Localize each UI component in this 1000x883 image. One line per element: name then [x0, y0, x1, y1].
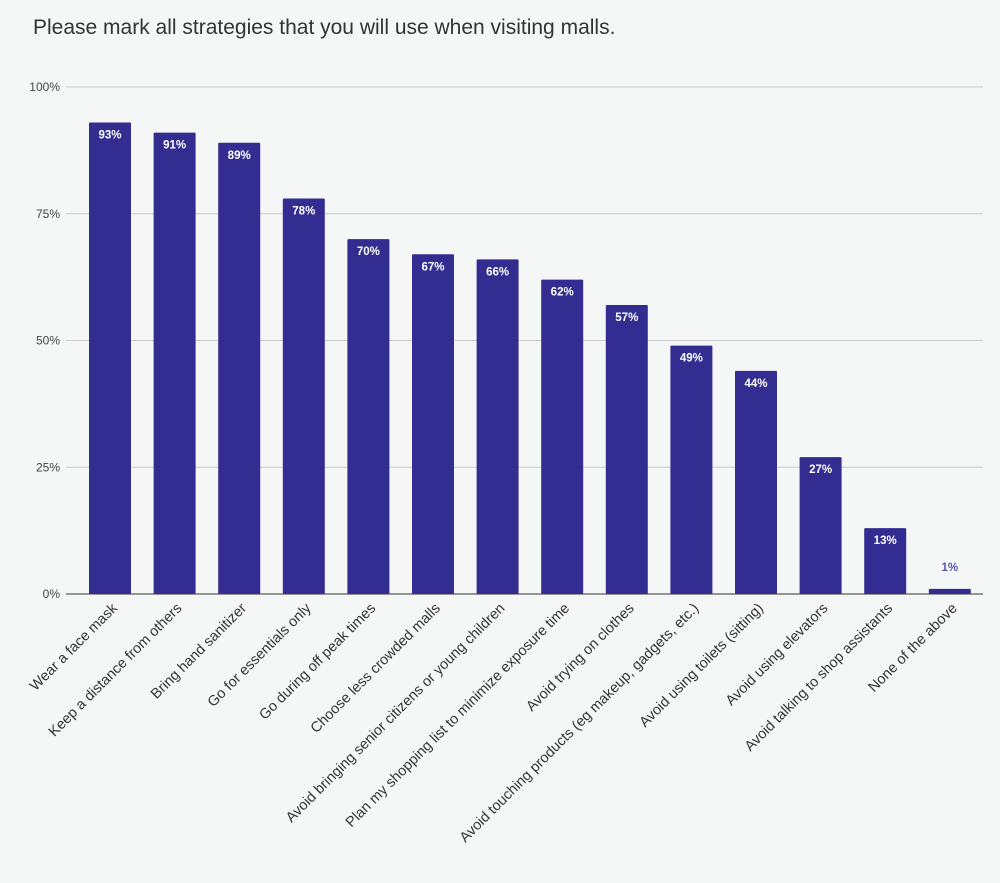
- bar[interactable]: [928, 588, 971, 594]
- bar[interactable]: [670, 345, 713, 594]
- bar[interactable]: [864, 528, 907, 594]
- data-labels: 93% 91% 89% 78% 70% 67% 66% 62% 57% 49% 44% 27% 13% 1…: [98, 129, 958, 573]
- data-label: 44%: [744, 378, 767, 390]
- category-label: Choose less crowded malls: [308, 601, 444, 737]
- y-tick-label: 0%: [43, 587, 61, 601]
- gridlines: [66, 86, 983, 595]
- bar[interactable]: [541, 279, 584, 594]
- bar[interactable]: [476, 259, 519, 594]
- data-label: 93%: [98, 129, 121, 141]
- category-label: Go during off peak times: [256, 601, 379, 724]
- data-label: 70%: [357, 246, 380, 258]
- bar[interactable]: [799, 457, 842, 594]
- bar[interactable]: [153, 132, 196, 594]
- data-label: 27%: [809, 464, 832, 476]
- data-label: 62%: [551, 287, 574, 299]
- y-tick-label: 50%: [36, 334, 60, 348]
- y-tick-label: 25%: [36, 460, 60, 474]
- data-label: 1%: [941, 562, 958, 574]
- y-tick-label: 75%: [36, 207, 60, 221]
- data-label: 78%: [292, 206, 315, 218]
- y-axis-ticks: 0% 25% 50% 75% 100%: [29, 80, 60, 601]
- category-label: Avoid touching products (eg makeup, gadg…: [457, 601, 702, 846]
- category-label: Avoid trying on clothes: [523, 601, 637, 715]
- y-tick-label: 100%: [29, 80, 60, 94]
- chart-title: Please mark all strategies that you will…: [33, 16, 616, 39]
- category-label: Keep a distance from others: [46, 601, 186, 741]
- category-label: Plan my shopping list to minimize exposu…: [343, 601, 573, 831]
- data-label: 57%: [615, 312, 638, 324]
- bar[interactable]: [735, 370, 777, 594]
- bar[interactable]: [605, 305, 648, 594]
- data-label: 91%: [163, 140, 186, 152]
- bar[interactable]: [412, 254, 454, 594]
- bar[interactable]: [282, 198, 325, 595]
- bar[interactable]: [347, 239, 390, 594]
- data-label: 49%: [680, 353, 703, 365]
- category-label: Avoid using toilets (sitting): [637, 601, 767, 731]
- bar[interactable]: [89, 122, 131, 595]
- data-label: 66%: [486, 266, 509, 278]
- data-label: 89%: [228, 150, 251, 162]
- data-label: 13%: [874, 535, 897, 547]
- data-label: 67%: [421, 261, 444, 273]
- bars: [89, 122, 971, 595]
- category-label: Avoid bringing senior citizens or young …: [283, 601, 508, 826]
- bar[interactable]: [218, 142, 261, 594]
